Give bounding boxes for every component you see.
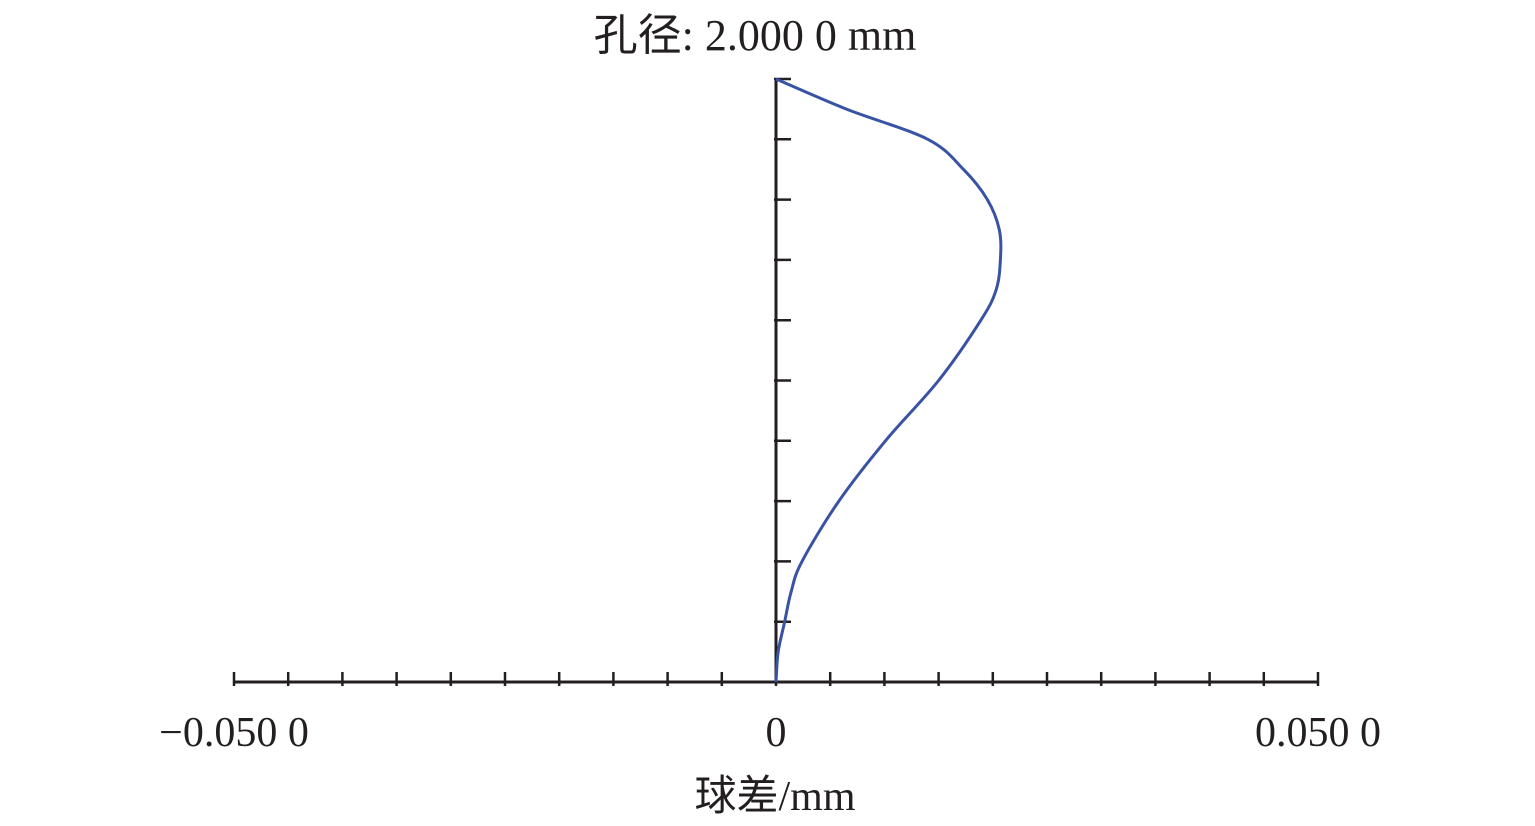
x-tick-label: 0.050 0 (1255, 710, 1381, 756)
x-axis-label: 球差/mm (694, 774, 855, 820)
x-tick-label: 0 (766, 710, 787, 756)
x-tick-label: −0.050 0 (159, 710, 309, 756)
chart-title: 孔径: 2.000 0 mm (594, 11, 917, 60)
aberration-curve (774, 77, 1003, 683)
